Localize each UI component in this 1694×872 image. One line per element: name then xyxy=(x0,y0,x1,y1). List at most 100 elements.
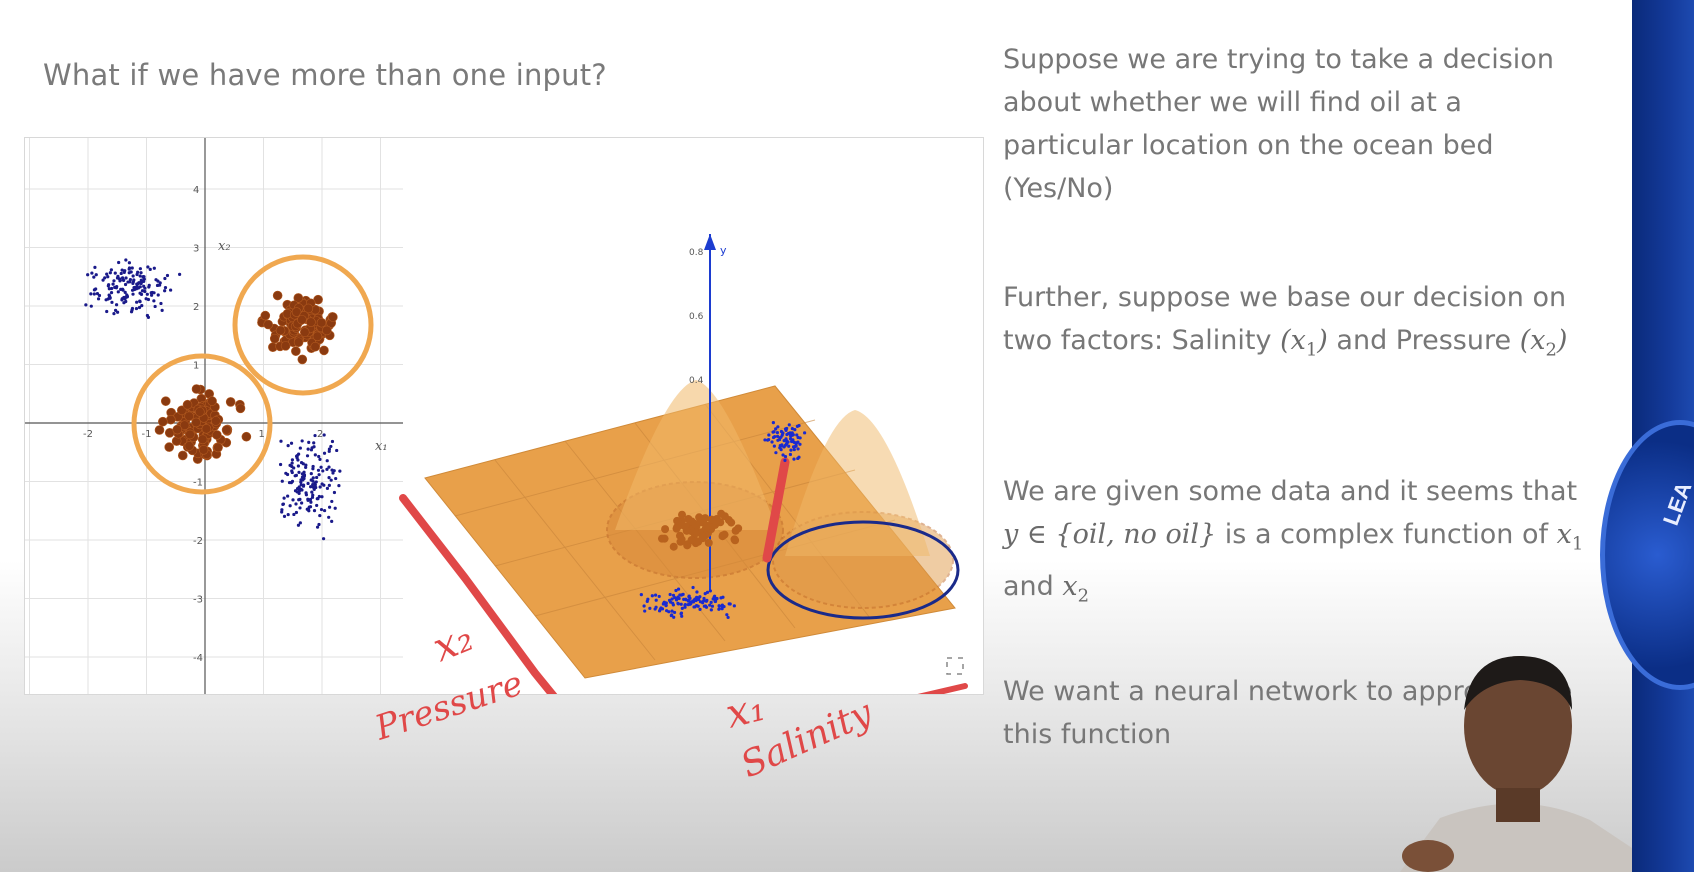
no-oil-point xyxy=(334,476,338,481)
no-oil-point xyxy=(327,483,331,487)
scatter-x-ticks: -2 -1 1 2 xyxy=(83,429,323,440)
no-oil-point xyxy=(165,273,170,278)
no-oil-point xyxy=(143,286,147,290)
oil-point xyxy=(184,411,194,422)
surface-no-oil-points xyxy=(639,421,807,620)
no-oil-point xyxy=(152,299,156,303)
surface-no-oil-point xyxy=(703,592,707,596)
surface-no-oil-point xyxy=(773,434,777,439)
no-oil-point xyxy=(121,278,125,282)
no-oil-point xyxy=(92,292,96,296)
surface-no-oil-point xyxy=(774,427,778,431)
surface-oil-point xyxy=(682,526,691,535)
no-oil-point xyxy=(322,483,326,487)
no-oil-point xyxy=(120,298,124,302)
surface-no-oil-point xyxy=(772,444,776,448)
no-oil-point xyxy=(149,291,153,295)
surface-no-oil-point xyxy=(727,602,731,606)
surface-no-oil-point xyxy=(660,607,665,611)
z-axis-label: y xyxy=(720,244,727,257)
surface-no-oil-point xyxy=(679,602,683,606)
no-oil-point xyxy=(316,497,320,501)
surface-no-oil-point xyxy=(797,455,801,459)
no-oil-point xyxy=(131,292,135,296)
no-oil-point xyxy=(290,479,295,483)
oil-point xyxy=(263,319,274,330)
no-oil-point xyxy=(135,300,139,304)
surface-no-oil-point xyxy=(717,607,721,611)
surface-no-oil-point xyxy=(671,601,675,605)
no-oil-point xyxy=(178,272,182,276)
oil-point xyxy=(291,307,302,317)
surface-no-oil-point xyxy=(702,596,706,601)
surface-no-oil-point xyxy=(672,615,676,619)
oil-point xyxy=(154,425,165,435)
surface-oil-point xyxy=(683,541,692,550)
no-oil-point xyxy=(123,290,127,294)
surface-no-oil-point xyxy=(792,457,796,461)
no-oil-point xyxy=(320,495,324,499)
no-oil-point xyxy=(114,303,119,307)
no-oil-point xyxy=(105,309,109,314)
y-tick-label: -1 xyxy=(193,478,203,489)
surface-no-oil-point xyxy=(642,604,646,608)
no-oil-point xyxy=(108,271,112,275)
expand-icon[interactable] xyxy=(946,657,964,675)
no-oil-point xyxy=(138,299,142,303)
scatter-y-ticks: 4 3 2 1 -1 -2 -3 -4 xyxy=(193,185,203,664)
oil-point xyxy=(172,424,183,435)
no-oil-point xyxy=(337,484,341,488)
y-tick-label: 1 xyxy=(193,361,199,372)
no-oil-point xyxy=(298,446,302,450)
surface-no-oil-point xyxy=(671,593,676,597)
oil-point xyxy=(211,416,221,426)
surface-oil-point xyxy=(698,532,707,541)
oil-point xyxy=(297,354,308,365)
surface-oil-point xyxy=(687,536,696,545)
no-oil-point xyxy=(129,310,134,314)
no-oil-point xyxy=(153,304,157,309)
no-oil-point xyxy=(318,485,322,489)
no-oil-point xyxy=(113,271,117,275)
surface-no-oil-point xyxy=(646,597,650,601)
oil-point xyxy=(275,325,286,336)
no-oil-point xyxy=(309,500,313,504)
no-oil-point xyxy=(142,275,146,279)
surface-no-oil-point xyxy=(798,442,802,446)
no-oil-point xyxy=(117,260,121,265)
no-oil-points xyxy=(84,258,342,541)
surface-no-oil-point xyxy=(783,455,788,459)
surface-no-oil-point xyxy=(653,607,657,611)
no-oil-point xyxy=(295,486,300,491)
surface-oil-point xyxy=(669,542,678,551)
no-oil-point xyxy=(300,472,304,476)
oil-point xyxy=(260,310,271,321)
no-oil-point xyxy=(139,271,143,275)
no-oil-point xyxy=(327,476,331,480)
surface-no-oil-point xyxy=(657,609,662,613)
surface-oil-point xyxy=(718,532,727,541)
no-oil-point xyxy=(140,289,145,293)
slide-title: What if we have more than one input? xyxy=(43,58,607,92)
surface-no-oil-point xyxy=(704,605,709,609)
surface-no-oil-point xyxy=(680,614,684,618)
no-oil-point xyxy=(158,283,162,287)
no-oil-point xyxy=(103,276,107,280)
no-oil-point xyxy=(300,501,304,505)
figure-svg: -2 -1 1 2 4 3 2 1 -1 -2 -3 -4 x₁ x₂ xyxy=(25,138,968,694)
no-oil-point xyxy=(97,293,102,298)
no-oil-point xyxy=(292,512,296,517)
surface-no-oil-point xyxy=(695,603,699,608)
no-oil-point xyxy=(127,261,131,265)
no-oil-point xyxy=(300,439,304,443)
no-oil-point xyxy=(311,467,315,471)
surface-no-oil-point xyxy=(673,596,677,600)
complex-function-text: We are given some data and it seems that… xyxy=(1003,470,1593,618)
no-oil-point xyxy=(335,448,339,453)
no-oil-point xyxy=(147,285,151,289)
surface-no-oil-point xyxy=(677,596,681,601)
no-oil-point xyxy=(338,469,342,473)
pen-x2-axis xyxy=(399,494,558,694)
surface-no-oil-point xyxy=(792,447,796,452)
surface-no-oil-point xyxy=(785,432,789,437)
